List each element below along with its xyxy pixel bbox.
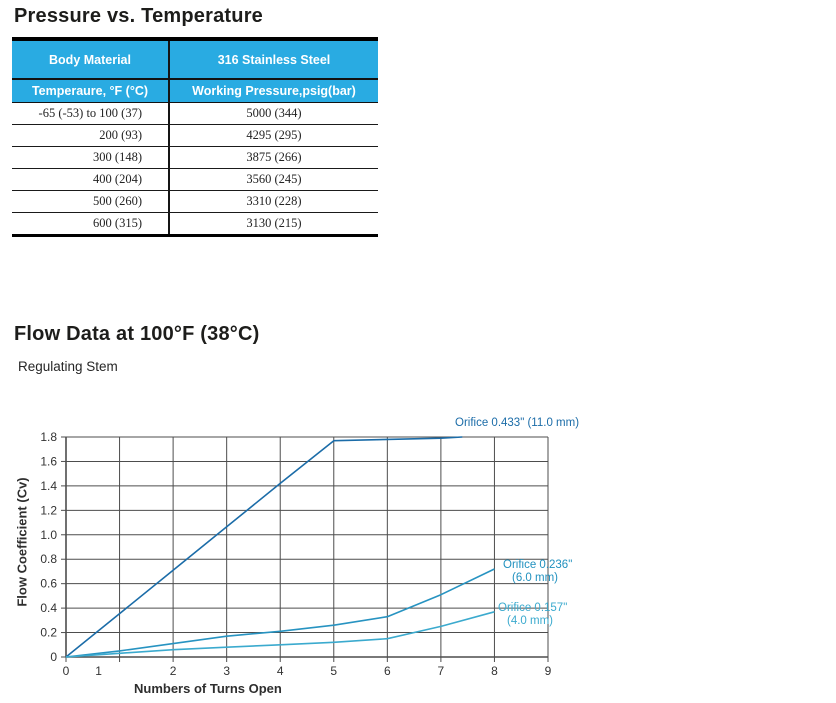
- temperature-cell: -65 (-53) to 100 (37): [12, 103, 170, 124]
- x-tick-label: 5: [330, 664, 337, 678]
- chart-axes: [65, 437, 548, 658]
- series-label-text: Orifice 0.236": [503, 559, 573, 571]
- header-material-value: 316 Stainless Steel: [217, 52, 331, 67]
- x-tick-label: 8: [491, 664, 498, 678]
- pressure-cell: 3875 (266): [246, 150, 302, 164]
- pressure-cell: 5000 (344): [246, 106, 302, 120]
- y-tick-label: 1.6: [40, 454, 57, 468]
- chart-tick-labels: 0 1 2 3 4 5 6 7 8 9 0 0.2 0.4 0.6 0.8 1.0 1.2 1.4 1.6 1.8: [40, 430, 551, 678]
- x-tick-label: 3: [223, 664, 230, 678]
- series-label-text: Orifice 0.433" (11.0 mm): [455, 417, 580, 429]
- y-tick-label: 1.2: [40, 503, 57, 517]
- table-row: 300 (148) 3875 (266): [12, 147, 378, 169]
- series-label-orifice-0157: Orifice 0.157" (4.0 mm): [498, 602, 567, 628]
- chart-ticks: [61, 436, 549, 662]
- table-row: -65 (-53) to 100 (37) 5000 (344): [12, 103, 378, 125]
- flow-data-subtitle: Regulating Stem: [18, 359, 118, 374]
- x-tick-label: 9: [545, 664, 552, 678]
- pressure-temperature-table: Body Material 316 Stainless Steel Temper…: [12, 37, 378, 237]
- y-tick-label: 0.4: [40, 601, 57, 615]
- chart-canvas: 0 1 2 3 4 5 6 7 8 9 0 0.2 0.4 0.6 0.8 1.0 1.2 1.4 1.6 1.8: [40, 430, 551, 678]
- header-temperature: Temperaure, °F (°C): [12, 80, 170, 102]
- series-label-orifice-0236: Orifice 0.236" (6.0 mm): [503, 559, 572, 585]
- y-tick-label: 1.8: [40, 430, 57, 444]
- series-line-orifice-0236: [65, 568, 495, 658]
- temperature-cell: 300 (148): [12, 147, 170, 168]
- x-tick-label: 2: [170, 664, 177, 678]
- pressure-cell: 3560 (245): [246, 172, 302, 186]
- x-tick-label: 7: [438, 664, 445, 678]
- y-tick-label: 0.8: [40, 552, 57, 566]
- x-tick-label: 0: [63, 664, 70, 678]
- header-body-material: Body Material: [12, 41, 170, 78]
- chart-gridlines: [65, 436, 549, 658]
- pressure-cell: 3130 (215): [246, 216, 302, 230]
- table-header-row-1: Body Material 316 Stainless Steel: [12, 41, 378, 80]
- y-tick-label: 1.0: [40, 528, 57, 542]
- series-line-orifice-0433: [65, 436, 463, 658]
- flow-chart: 0 1 2 3 4 5 6 7 8 9 0 0.2 0.4 0.6 0.8 1.0 1.2 1.4 1.6 1.8 F…: [0, 405, 620, 703]
- x-tick-label: 4: [277, 664, 284, 678]
- x-tick-label: 1: [95, 664, 102, 678]
- temperature-cell: 400 (204): [12, 169, 170, 190]
- table-row: 500 (260) 3310 (228): [12, 191, 378, 213]
- y-tick-label: 0.6: [40, 577, 57, 591]
- y-axis-title: Flow Coefficient (Cv): [14, 477, 30, 607]
- series-label-orifice-0433: Orifice 0.433" (11.0 mm): [455, 417, 579, 430]
- table-row: 200 (93) 4295 (295): [12, 125, 378, 147]
- table-row: 400 (204) 3560 (245): [12, 169, 378, 191]
- pressure-cell: 3310 (228): [246, 194, 302, 208]
- table-row: 600 (315) 3130 (215): [12, 213, 378, 234]
- flow-data-title: Flow Data at 100°F (38°C): [14, 323, 260, 345]
- series-line-orifice-0157: [65, 611, 495, 658]
- table-header-row-2: Temperaure, °F (°C) Working Pressure,psi…: [12, 80, 378, 103]
- series-label-text-line2: (4.0 mm): [507, 615, 553, 627]
- x-tick-label: 6: [384, 664, 391, 678]
- pressure-temperature-title: Pressure vs. Temperature: [14, 5, 263, 27]
- pressure-cell: 4295 (295): [246, 128, 302, 142]
- y-tick-label: 0.2: [40, 626, 57, 640]
- header-working-pressure: Working Pressure,psig(bar): [192, 84, 356, 98]
- series-label-text-line2: (6.0 mm): [512, 572, 558, 584]
- x-axis-title: Numbers of Turns Open: [134, 681, 282, 696]
- temperature-cell: 500 (260): [12, 191, 170, 212]
- y-tick-label: 1.4: [40, 479, 57, 493]
- temperature-cell: 200 (93): [12, 125, 170, 146]
- series-label-text: Orifice 0.157": [498, 602, 568, 614]
- y-tick-label: 0: [50, 650, 57, 664]
- temperature-cell: 600 (315): [12, 213, 170, 234]
